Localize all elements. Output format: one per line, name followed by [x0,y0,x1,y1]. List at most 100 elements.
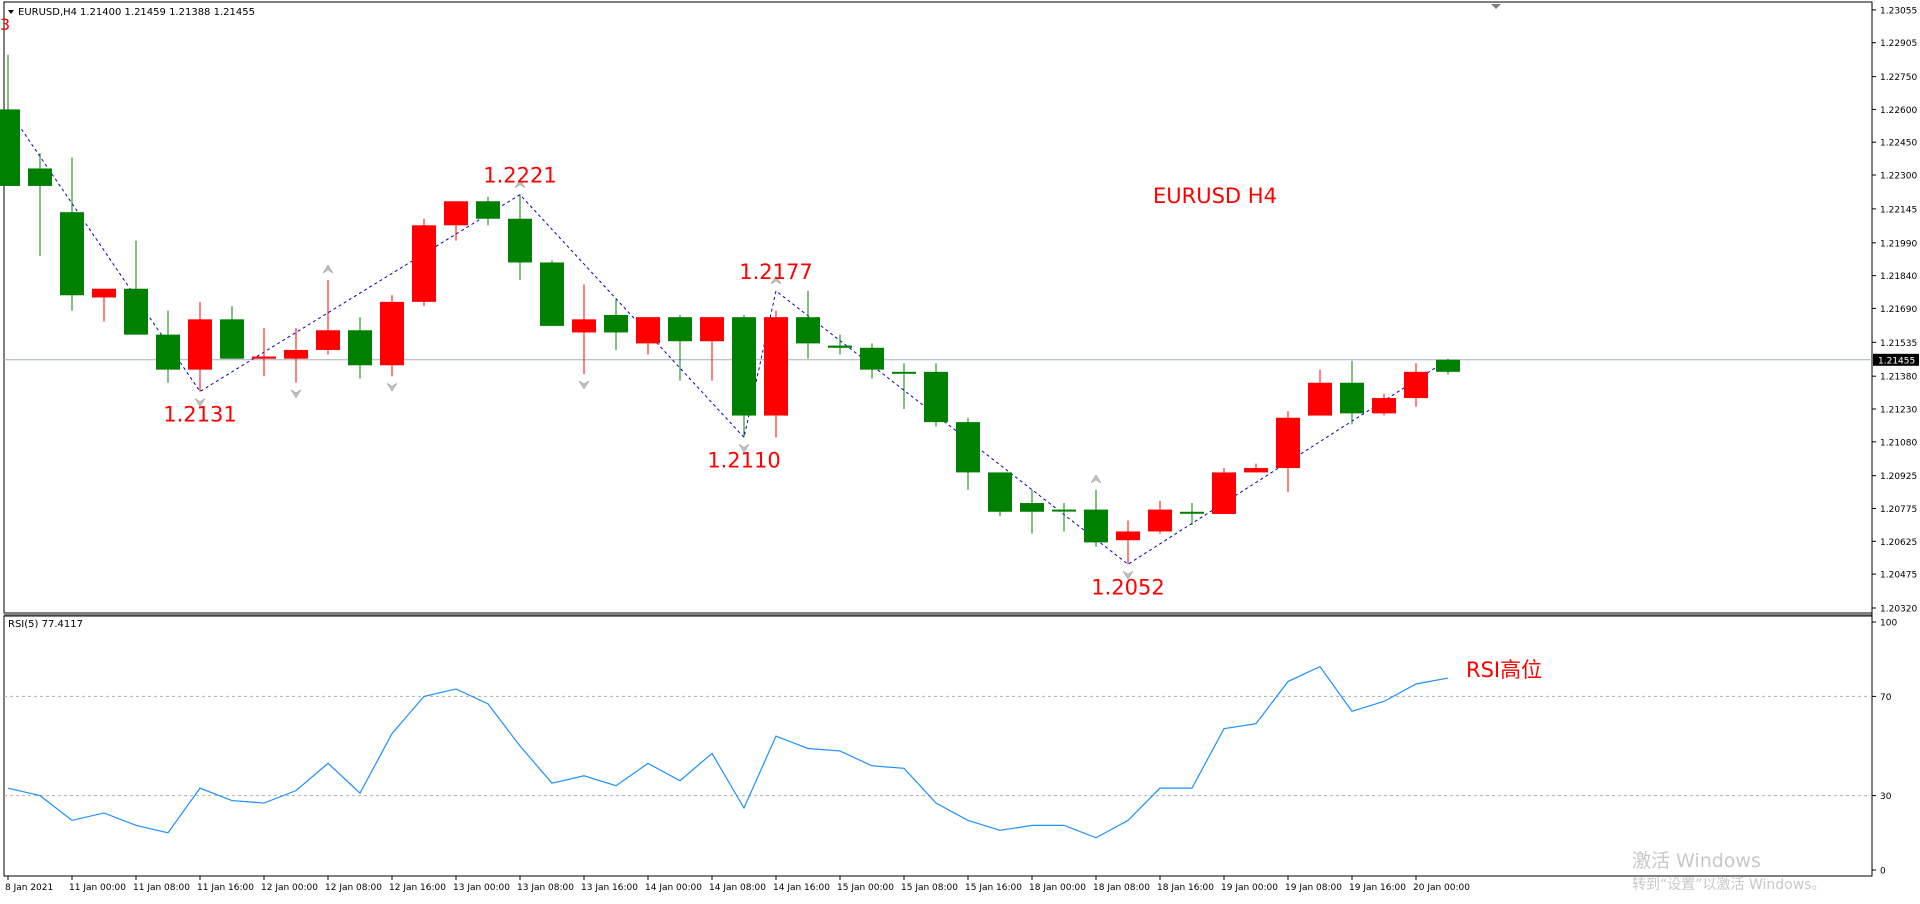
candle [348,317,372,379]
price-tick-label: 1.22905 [1880,39,1917,49]
collapse-triangle-icon[interactable] [8,10,14,14]
candle [604,299,628,350]
candle [636,317,660,355]
candlestick-series [0,54,1460,565]
candle [1084,489,1108,547]
candle-body [636,317,660,344]
candle-body [92,288,116,298]
time-axis[interactable]: 8 Jan 2021 11 Jan 00:00 11 Jan 08:00 11 Jan… [5,876,1470,893]
price-tick-label: 1.21840 [1880,272,1917,282]
time-tick-label: 11 Jan 00:00 [69,883,126,893]
fractal-down-icon [738,444,750,453]
fractal-up-icon [770,275,782,285]
candle [1340,360,1364,425]
candle-body [380,301,404,366]
candle [92,288,116,322]
time-tick-label: 14 Jan 00:00 [645,883,702,893]
fractal-down-icon [194,398,206,407]
price-tick-label: 1.20320 [1880,605,1917,615]
candle [444,201,468,241]
candle-body [732,317,756,416]
candle-body [956,422,980,473]
price-tick-label: 1.21080 [1880,438,1917,448]
candle [892,363,916,409]
candle [1308,369,1332,416]
fractal-down-icon [1122,571,1134,580]
candle-body [1340,382,1364,414]
candle-body [1212,472,1236,514]
candle [252,328,276,377]
corner-marker-icon: 3 [0,15,10,34]
candle-body [1436,359,1460,372]
rsi-tick-label: 0 [1880,867,1886,877]
watermark-title: 激活 Windows [1632,850,1761,872]
candle-body [124,288,148,335]
price-tick-label: 1.22750 [1880,73,1917,83]
time-tick-label: 11 Jan 16:00 [197,883,254,893]
candle [220,306,244,359]
rsi-annotation: RSI高位 [1466,658,1542,682]
candle [700,317,724,381]
price-tick-label: 1.22300 [1880,172,1917,182]
candle [988,472,1012,517]
candle [188,301,212,392]
candle [1052,503,1076,532]
time-tick-label: 13 Jan 00:00 [453,883,510,893]
swing-labels: 1.2131 1.2221 1.2177 1.2110 1.2052 [163,164,1164,600]
swing-label: 1.2177 [739,260,812,284]
candle-body [1052,509,1076,512]
candle [380,295,404,377]
fractal-up-icon [514,179,526,188]
price-tick-label: 1.21535 [1880,339,1917,349]
candle [1436,358,1460,375]
rsi-pane-border [3,615,1873,877]
candle-body [988,472,1012,512]
candle-body [284,349,308,359]
candle [508,194,532,280]
candle [156,310,180,383]
time-tick-label: 18 Jan 00:00 [1029,883,1086,893]
candle-body [1308,382,1332,416]
candle-body [668,317,692,342]
candle [28,153,52,256]
price-tick-label: 1.20775 [1880,505,1917,515]
fractal-down-icon [578,380,590,390]
candle-body [1116,531,1140,541]
time-tick-label: 19 Jan 16:00 [1349,883,1406,893]
candle [60,157,84,311]
chart-frame [3,1,1873,877]
chart-header: EURUSD,H4 1.21400 1.21459 1.21388 1.2145… [8,4,1501,630]
candle-body [1372,398,1396,414]
candle-body [252,356,276,359]
time-tick-label: 15 Jan 08:00 [901,883,958,893]
ohlc-label: 1.21400 1.21459 1.21388 1.21455 [80,7,255,18]
candle [1212,468,1236,514]
time-tick-label: 19 Jan 08:00 [1285,883,1342,893]
fractal-down-icon [290,389,302,399]
time-tick-label: 14 Jan 08:00 [709,883,766,893]
pane-separator[interactable] [4,613,1872,616]
candle-body [892,371,916,374]
current-price-label: 1.21455 [1878,356,1915,366]
time-tick-label: 8 Jan 2021 [5,883,53,893]
candle [924,363,948,427]
main-pane-border [3,1,1873,614]
candle-body [796,317,820,344]
candle-body [220,319,244,359]
price-tick-label: 1.21380 [1880,373,1917,383]
swing-label: 1.2110 [707,448,780,472]
candle [540,260,564,326]
rsi-series [7,665,1449,839]
price-tick-label: 1.23055 [1880,6,1917,16]
candle-body [1180,511,1204,514]
candle [476,196,500,226]
chart-annotation-title: EURUSD H4 [1153,184,1277,208]
price-axis[interactable]: 1.23055 1.22905 1.22750 1.22600 1.22450 1.223… [1872,6,1917,615]
candle-body [348,330,372,366]
candle [284,328,308,383]
time-tick-label: 13 Jan 16:00 [581,883,638,893]
scroll-marker-icon[interactable] [1491,4,1501,9]
candle [1180,503,1204,525]
